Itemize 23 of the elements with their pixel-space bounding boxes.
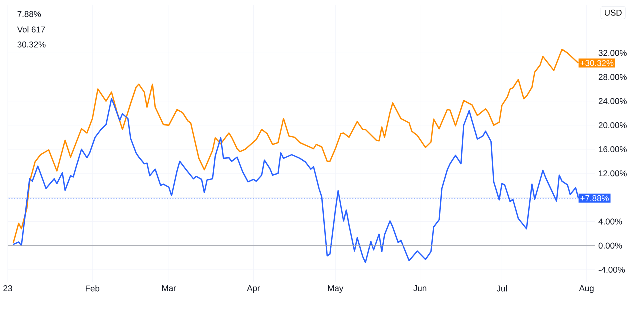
y-tick-label: 0.00% [598,242,622,249]
annotation: 30.32% [18,42,46,48]
annotation: +7.88% [580,195,609,202]
x-tick-label: Aug [579,286,594,294]
y-tick-label: -4.00% [598,266,626,273]
text: USD [605,10,622,16]
x-tick-label: 23 [4,286,12,292]
x-tick-label: Apr [247,286,260,294]
y-tick-label: 4.00% [598,218,622,225]
y-tick-label: 28.00% [598,74,627,80]
annotation: +30.32% [580,60,614,66]
y-tick-label: 16.00% [599,146,627,153]
annotation: 7.88% [18,11,42,18]
y-tick-label: 32.00% [598,50,627,56]
y-tick-label: 20.00% [598,122,627,128]
x-tick-label: Jun [414,286,427,292]
y-tick-label: 12.00% [599,170,627,177]
x-tick-label: Feb [86,286,100,292]
annotation: Vol 617 [17,26,46,33]
x-tick-label: Mar [162,286,176,292]
x-tick-label: May [328,286,344,294]
y-tick-label: 24.00% [598,98,627,104]
x-tick-label: Jul [496,286,508,292]
